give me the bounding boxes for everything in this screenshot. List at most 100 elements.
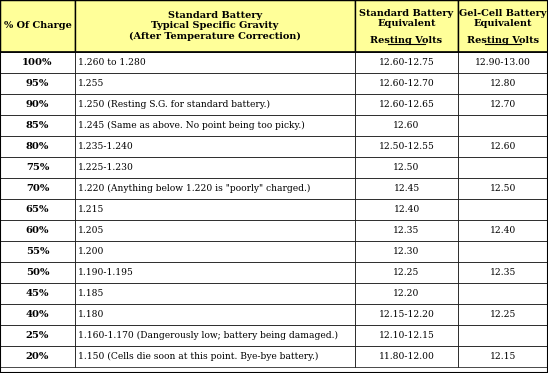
Bar: [458, 73, 548, 94]
Text: 12.80: 12.80: [490, 79, 516, 88]
Bar: [75, 262, 355, 283]
Text: 12.10-12.15: 12.10-12.15: [379, 331, 435, 340]
Bar: [0, 325, 75, 346]
Text: 90%: 90%: [26, 100, 49, 109]
Bar: [458, 136, 548, 157]
Text: 50%: 50%: [26, 268, 49, 277]
Text: 12.20: 12.20: [393, 289, 420, 298]
Bar: [0, 157, 75, 178]
Text: 12.60-12.75: 12.60-12.75: [379, 58, 435, 67]
Bar: [0, 73, 75, 94]
Text: 1.185: 1.185: [78, 289, 104, 298]
Text: 12.30: 12.30: [393, 247, 420, 256]
Bar: [0, 115, 75, 136]
Bar: [75, 178, 355, 199]
Text: 1.245 (Same as above. No point being too picky.): 1.245 (Same as above. No point being too…: [78, 121, 305, 130]
Bar: [75, 0, 355, 52]
Bar: [355, 199, 458, 220]
Bar: [0, 304, 75, 325]
Text: 65%: 65%: [26, 205, 49, 214]
Text: 60%: 60%: [26, 226, 49, 235]
Bar: [458, 178, 548, 199]
Text: 70%: 70%: [26, 184, 49, 193]
Text: 12.50: 12.50: [490, 184, 516, 193]
Bar: [355, 157, 458, 178]
Bar: [0, 283, 75, 304]
Text: 12.45: 12.45: [393, 184, 420, 193]
Text: 12.15-12.20: 12.15-12.20: [379, 310, 435, 319]
Text: 1.205: 1.205: [78, 226, 104, 235]
Text: 1.220 (Anything below 1.220 is "poorly" charged.): 1.220 (Anything below 1.220 is "poorly" …: [78, 184, 310, 193]
Bar: [458, 346, 548, 367]
Text: 12.60: 12.60: [393, 121, 420, 130]
Text: 12.50: 12.50: [393, 163, 420, 172]
Text: 1.150 (Cells die soon at this point. Bye-bye battery.): 1.150 (Cells die soon at this point. Bye…: [78, 352, 318, 361]
Bar: [75, 304, 355, 325]
Text: 20%: 20%: [26, 352, 49, 361]
Bar: [75, 52, 355, 73]
Bar: [75, 283, 355, 304]
Bar: [75, 115, 355, 136]
Bar: [458, 199, 548, 220]
Text: 55%: 55%: [26, 247, 49, 256]
Bar: [355, 283, 458, 304]
Text: 12.60-12.70: 12.60-12.70: [379, 79, 435, 88]
Text: 100%: 100%: [22, 58, 53, 67]
Text: 95%: 95%: [26, 79, 49, 88]
Text: 75%: 75%: [26, 163, 49, 172]
Bar: [355, 346, 458, 367]
Bar: [75, 199, 355, 220]
Bar: [0, 346, 75, 367]
Text: 12.60: 12.60: [490, 142, 516, 151]
Bar: [355, 94, 458, 115]
Text: 1.180: 1.180: [78, 310, 104, 319]
Text: Resting Volts: Resting Volts: [467, 36, 539, 45]
Text: 1.215: 1.215: [78, 205, 104, 214]
Bar: [75, 136, 355, 157]
Bar: [458, 220, 548, 241]
Bar: [0, 199, 75, 220]
Bar: [458, 0, 548, 52]
Bar: [355, 136, 458, 157]
Text: 40%: 40%: [26, 310, 49, 319]
Text: 12.70: 12.70: [490, 100, 516, 109]
Text: 1.160-1.170 (Dangerously low; battery being damaged.): 1.160-1.170 (Dangerously low; battery be…: [78, 331, 338, 340]
Bar: [0, 178, 75, 199]
Text: Standard Battery
Typical Specific Gravity
(After Temperature Correction): Standard Battery Typical Specific Gravit…: [129, 11, 301, 41]
Text: Resting Volts: Resting Volts: [370, 36, 443, 45]
Bar: [355, 0, 458, 52]
Bar: [355, 262, 458, 283]
Text: 25%: 25%: [26, 331, 49, 340]
Bar: [355, 325, 458, 346]
Bar: [355, 178, 458, 199]
Bar: [458, 304, 548, 325]
Text: 12.35: 12.35: [490, 268, 516, 277]
Text: 1.260 to 1.280: 1.260 to 1.280: [78, 58, 146, 67]
Text: 1.255: 1.255: [78, 79, 104, 88]
Text: 12.40: 12.40: [490, 226, 516, 235]
Bar: [0, 52, 75, 73]
Bar: [458, 94, 548, 115]
Text: 12.50-12.55: 12.50-12.55: [379, 142, 435, 151]
Text: 85%: 85%: [26, 121, 49, 130]
Bar: [75, 94, 355, 115]
Bar: [0, 136, 75, 157]
Bar: [75, 325, 355, 346]
Bar: [75, 220, 355, 241]
Text: 1.250 (Resting S.G. for standard battery.): 1.250 (Resting S.G. for standard battery…: [78, 100, 270, 109]
Text: 1.200: 1.200: [78, 247, 104, 256]
Bar: [0, 241, 75, 262]
Text: 11.80-12.00: 11.80-12.00: [379, 352, 435, 361]
Text: 12.25: 12.25: [393, 268, 420, 277]
Text: 12.40: 12.40: [393, 205, 420, 214]
Bar: [355, 115, 458, 136]
Bar: [458, 262, 548, 283]
Bar: [458, 283, 548, 304]
Text: 1.225-1.230: 1.225-1.230: [78, 163, 134, 172]
Text: 12.25: 12.25: [490, 310, 516, 319]
Bar: [0, 220, 75, 241]
Text: 80%: 80%: [26, 142, 49, 151]
Bar: [355, 304, 458, 325]
Bar: [458, 115, 548, 136]
Bar: [458, 157, 548, 178]
